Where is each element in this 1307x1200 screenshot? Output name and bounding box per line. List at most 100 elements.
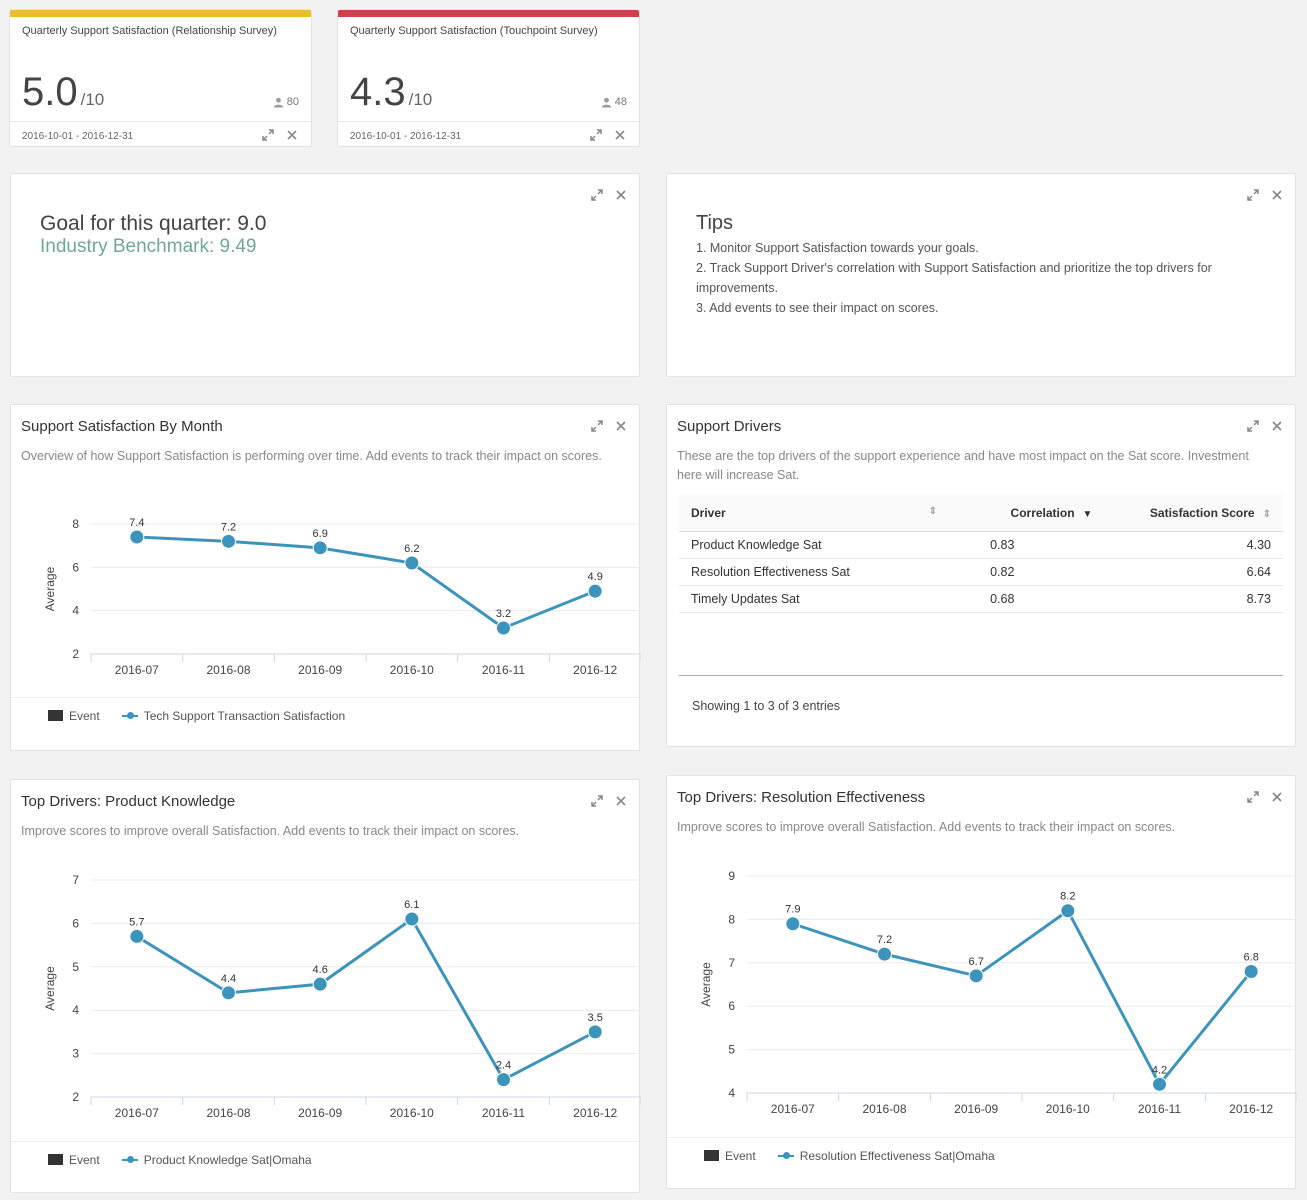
- close-icon[interactable]: [614, 419, 628, 433]
- panel-description: These are the top drivers of the support…: [677, 449, 1249, 482]
- series-line: [792, 908, 1253, 1088]
- col-satisfaction-score[interactable]: Satisfaction Score ⇕: [1104, 495, 1283, 532]
- x-tick-label: 2016-08: [206, 663, 250, 677]
- legend-event[interactable]: Event: [48, 1153, 100, 1167]
- data-label: 7.2: [221, 521, 236, 533]
- y-tick-label: 5: [72, 960, 79, 974]
- expand-icon[interactable]: [589, 128, 603, 142]
- event-swatch: [48, 1154, 63, 1165]
- close-icon[interactable]: [614, 794, 628, 808]
- kpi-denominator: /10: [80, 90, 105, 109]
- x-tick-label: 2016-07: [771, 1102, 815, 1116]
- data-label: 6.2: [404, 543, 419, 555]
- col-driver[interactable]: Driver ⇕: [679, 495, 949, 532]
- kpi-card-relationship: Quarterly Support Satisfaction (Relation…: [9, 9, 312, 147]
- expand-icon[interactable]: [590, 419, 604, 433]
- line-chart: 2 4 6 8 2016-07 2016-08 2016-09 2016-10 2016-11 2…: [43, 517, 641, 677]
- series-line: [136, 916, 596, 1082]
- data-point: [221, 533, 236, 549]
- x-tick-label: 2016-09: [298, 1106, 342, 1120]
- resolution-panel: Top Drivers: Resolution Effectiveness Im…: [666, 775, 1297, 1189]
- line-chart: 2 3 4 5 6 7 2016-07 2016-08 2016-09 2016-10 2016-1…: [43, 873, 641, 1120]
- data-point: [312, 976, 328, 992]
- panel-description: Improve scores to improve overall Satisf…: [21, 824, 520, 838]
- data-label: 7.4: [129, 517, 144, 529]
- tip-item: 3. Add events to see their impact on sco…: [696, 301, 939, 315]
- sort-icon: ⇕: [928, 505, 937, 517]
- panel-title: Support Drivers: [677, 418, 782, 435]
- legend-series[interactable]: Product Knowledge Sat|Omaha: [121, 1152, 312, 1167]
- data-point: [496, 620, 511, 636]
- person-icon: [601, 97, 611, 108]
- data-label: 6.7: [969, 956, 984, 968]
- goal-card: Goal for this quarter: 9.0 Industry Benc…: [10, 173, 640, 377]
- x-tick-label: 2016-11: [482, 663, 525, 677]
- x-tick-label: 2016-11: [1138, 1102, 1181, 1116]
- industry-benchmark: Industry Benchmark: 9.49: [40, 236, 257, 257]
- close-icon[interactable]: [614, 188, 628, 202]
- close-icon[interactable]: [285, 128, 299, 142]
- table-row[interactable]: Resolution Effectiveness Sat 0.82 6.64: [679, 558, 1283, 586]
- table-footer-divider: [679, 675, 1283, 676]
- kpi-date-range: 2016-10-01 - 2016-12-31: [350, 131, 462, 142]
- expand-icon[interactable]: [1246, 790, 1260, 804]
- expand-icon[interactable]: [590, 188, 604, 202]
- table-row[interactable]: Timely Updates Sat 0.68 8.73: [679, 585, 1283, 613]
- x-tick-label: 2016-08: [862, 1102, 906, 1116]
- driver-cell: Resolution Effectiveness Sat: [679, 558, 949, 586]
- x-tick-label: 2016-09: [298, 663, 342, 677]
- event-swatch: [704, 1150, 719, 1161]
- table-header-row: Driver ⇕ Correlation ▼ Satisfaction Score ⇕: [679, 495, 1283, 532]
- data-label: 7.9: [785, 904, 800, 916]
- close-icon[interactable]: [1270, 790, 1284, 804]
- tip-item: 1. Monitor Support Satisfaction towards …: [696, 241, 979, 255]
- series-swatch: [777, 1151, 794, 1159]
- col-correlation[interactable]: Correlation ▼: [949, 495, 1105, 532]
- y-tick-label: 5: [728, 1043, 735, 1057]
- data-point: [587, 583, 603, 599]
- legend-series[interactable]: Tech Support Transaction Satisfaction: [121, 709, 345, 723]
- y-axis-label: Average: [43, 966, 57, 1011]
- legend-event-label: Event: [725, 1148, 756, 1163]
- data-point: [968, 968, 984, 984]
- data-label: 6.8: [1244, 951, 1259, 963]
- correlation-cell: 0.68: [949, 585, 1105, 613]
- y-tick-label: 6: [72, 916, 79, 930]
- close-icon[interactable]: [1270, 419, 1284, 433]
- legend-series[interactable]: Resolution Effectiveness Sat|Omaha: [777, 1148, 995, 1163]
- score-cell: 6.64: [1104, 558, 1283, 586]
- x-tick-label: 2016-07: [115, 663, 159, 677]
- kpi-value: 4.3/10: [350, 72, 432, 112]
- legend-series-label: Resolution Effectiveness Sat|Omaha: [799, 1148, 995, 1163]
- person-icon: [273, 97, 283, 108]
- y-tick-label: 3: [72, 1047, 79, 1061]
- y-tick-label: 2: [72, 647, 79, 661]
- y-tick-label: 8: [728, 912, 735, 926]
- expand-icon[interactable]: [261, 128, 275, 142]
- close-icon[interactable]: [1270, 188, 1284, 202]
- y-axis-label: Average: [43, 566, 57, 611]
- y-tick-label: 4: [72, 604, 79, 618]
- expand-icon[interactable]: [590, 794, 604, 808]
- data-label: 6.1: [404, 899, 419, 911]
- expand-icon[interactable]: [1246, 188, 1260, 202]
- expand-icon[interactable]: [1246, 419, 1260, 433]
- correlation-cell: 0.83: [949, 531, 1105, 559]
- kpi-title: Quarterly Support Satisfaction (Touchpoi…: [350, 25, 598, 37]
- product-knowledge-panel: Top Drivers: Product Knowledge Improve s…: [10, 779, 641, 1193]
- x-tick-label: 2016-12: [1229, 1102, 1273, 1116]
- tip-item: 2. Track Support Driver's correlation wi…: [696, 261, 1212, 295]
- score-cell: 4.30: [1104, 531, 1283, 559]
- legend-event[interactable]: Event: [48, 709, 100, 723]
- close-icon[interactable]: [613, 128, 627, 142]
- kpi-score: 5.0: [22, 70, 78, 114]
- legend-series-label: Product Knowledge Sat|Omaha: [143, 1152, 312, 1167]
- data-label: 3.5: [588, 1012, 603, 1024]
- kpi-score: 4.3: [350, 70, 406, 114]
- table-row[interactable]: Product Knowledge Sat 0.83 4.30: [679, 531, 1283, 559]
- legend-event-label: Event: [69, 708, 100, 723]
- data-label: 4.2: [1152, 1064, 1167, 1076]
- data-label: 6.9: [313, 528, 328, 540]
- data-point: [587, 1024, 603, 1040]
- legend-event[interactable]: Event: [704, 1149, 756, 1163]
